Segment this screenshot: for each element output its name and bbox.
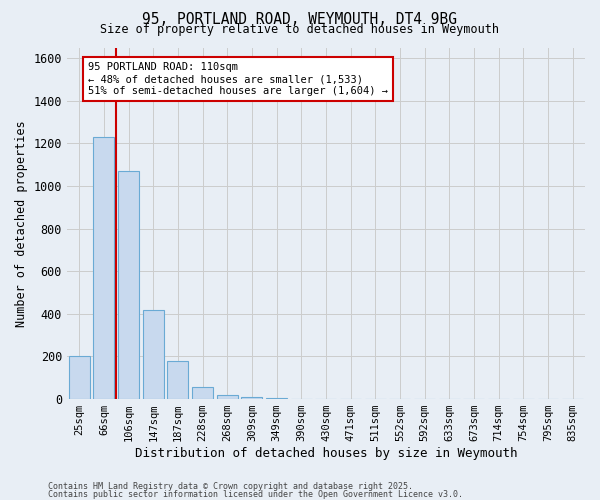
Text: Contains HM Land Registry data © Crown copyright and database right 2025.: Contains HM Land Registry data © Crown c… (48, 482, 413, 491)
Bar (69, 356, 90, 399)
Y-axis label: Number of detached properties: Number of detached properties (15, 120, 28, 326)
Bar (118, 171, 139, 399)
Bar (241, 397, 262, 399)
Text: Size of property relative to detached houses in Weymouth: Size of property relative to detached ho… (101, 22, 499, 36)
Bar (192, 388, 213, 399)
Bar (266, 398, 287, 399)
Bar (167, 360, 188, 399)
Bar (217, 395, 238, 399)
Text: 95 PORTLAND ROAD: 110sqm
← 48% of detached houses are smaller (1,533)
51% of sem: 95 PORTLAND ROAD: 110sqm ← 48% of detach… (88, 62, 388, 96)
Text: 95, PORTLAND ROAD, WEYMOUTH, DT4 9BG: 95, PORTLAND ROAD, WEYMOUTH, DT4 9BG (143, 12, 458, 28)
Text: Contains public sector information licensed under the Open Government Licence v3: Contains public sector information licen… (48, 490, 463, 499)
Bar (143, 310, 164, 399)
X-axis label: Distribution of detached houses by size in Weymouth: Distribution of detached houses by size … (135, 447, 517, 460)
Bar (94, 137, 115, 399)
